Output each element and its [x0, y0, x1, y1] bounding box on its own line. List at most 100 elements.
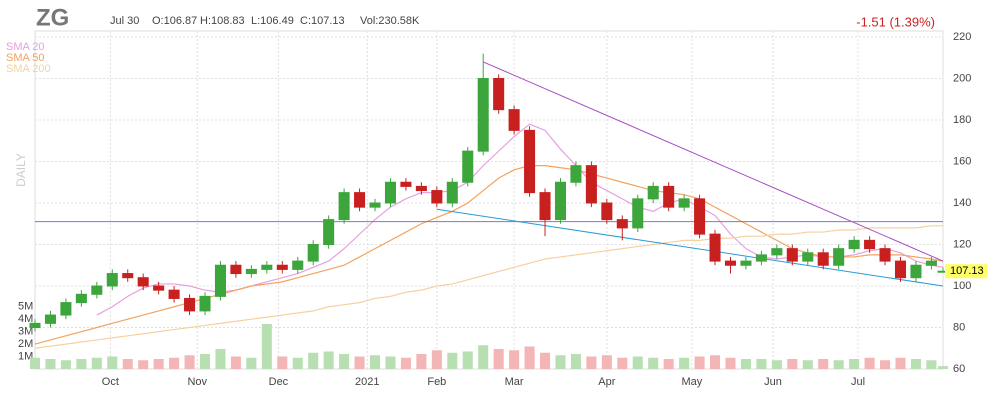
volume-bar [107, 356, 118, 369]
volume-tick-label: 5M [18, 300, 33, 312]
volume-bar [339, 354, 350, 369]
volume-bar [910, 359, 921, 369]
candle-body [601, 202, 613, 221]
candle-body [400, 181, 412, 187]
volume-bar [447, 352, 458, 369]
volume-bar [849, 359, 860, 369]
candle-body [864, 239, 876, 250]
volume-bar [246, 357, 257, 369]
volume-bar [215, 349, 226, 369]
volume-bar [45, 359, 56, 369]
candle-body [694, 198, 706, 235]
volume-bar [91, 357, 102, 369]
volume-tick-label: 2M [18, 338, 33, 350]
candle-body [570, 165, 582, 183]
candle-body [539, 192, 551, 221]
candle-body [616, 219, 628, 229]
candle-body [153, 285, 165, 291]
candle-body [214, 264, 226, 297]
volume-bar [524, 346, 535, 369]
volume-bar [802, 360, 813, 369]
x-tick-label: Jul [851, 376, 865, 388]
volume-bar [385, 356, 396, 369]
candle-body [261, 264, 273, 270]
plot-border [34, 30, 944, 370]
volume-bar [153, 359, 164, 369]
candle-body [168, 289, 180, 299]
candle-body [91, 285, 103, 295]
candle-body [338, 192, 350, 221]
y-tick-label: 180 [953, 114, 971, 126]
volume-bar [369, 355, 381, 369]
volume-bar [493, 349, 504, 369]
volume-bar [230, 356, 241, 369]
price-label-box [945, 264, 987, 279]
volume-bar [818, 359, 829, 369]
candle-body [199, 295, 211, 312]
candle-body [431, 190, 443, 204]
close: C:107.13 [300, 15, 345, 27]
volume-bar [199, 354, 211, 369]
x-tick-label: May [681, 376, 702, 388]
candle-body [833, 248, 845, 266]
volume-bar [926, 360, 937, 369]
volume: Vol:230.58K [360, 15, 420, 27]
volume-bar [462, 351, 473, 369]
volume-bar [169, 357, 180, 369]
volume-bar [323, 351, 334, 369]
volume-bar [601, 355, 612, 369]
x-tick-label: Jun [764, 376, 782, 388]
volume-bar [756, 359, 767, 369]
candle-body [493, 78, 505, 111]
volume-bar [540, 352, 551, 369]
volume-bar [555, 355, 566, 369]
candle-body [245, 268, 257, 275]
volume-bar [509, 350, 520, 369]
x-tick-label: Mar [505, 376, 524, 388]
volume-bar [771, 360, 782, 369]
candle-body [508, 109, 520, 131]
candle-body [415, 185, 427, 192]
volume-bar [29, 357, 41, 369]
y-tick-label: 200 [953, 72, 971, 84]
volume-bar [261, 324, 272, 369]
candle-body [786, 248, 798, 262]
x-tick-label: Feb [427, 376, 446, 388]
candle-body [925, 260, 937, 266]
volume-bar [76, 359, 87, 369]
volume-bar [895, 357, 906, 369]
high: H:108.83 [200, 15, 245, 27]
volume-bar [632, 356, 643, 369]
volume-bar [277, 356, 288, 369]
candle-body [802, 252, 814, 262]
y-tick-label: 60 [953, 363, 965, 375]
timeframe: DAILY [14, 153, 28, 187]
volume-bar [570, 354, 581, 369]
volume-bar [740, 359, 751, 369]
volume-bar [833, 360, 844, 369]
candle-body [894, 260, 907, 279]
candle-body [369, 202, 381, 208]
candle-body [910, 264, 922, 279]
y-tick-label: 140 [953, 197, 971, 209]
candle-body [477, 78, 489, 152]
volume-bar [937, 366, 949, 369]
ticker: ZG [36, 4, 69, 31]
volume-bar [864, 357, 875, 369]
candle-body [354, 192, 366, 208]
x-tick-label: Oct [102, 376, 119, 388]
x-tick-label: Nov [187, 376, 207, 388]
candle-body [817, 252, 829, 266]
candle-body [184, 297, 196, 312]
candle-body [632, 198, 644, 229]
price-label: 107.13 [950, 265, 984, 277]
candle-body [724, 260, 737, 266]
volume-bar [138, 360, 149, 369]
candle-body [663, 185, 675, 208]
x-tick-label: Apr [598, 376, 615, 388]
candle-body [740, 260, 752, 266]
volume-tick-label: 3M [18, 325, 33, 337]
y-tick-label: 80 [953, 321, 965, 333]
legend-entry: SMA 20 [6, 41, 45, 53]
volume-bar [694, 356, 705, 369]
